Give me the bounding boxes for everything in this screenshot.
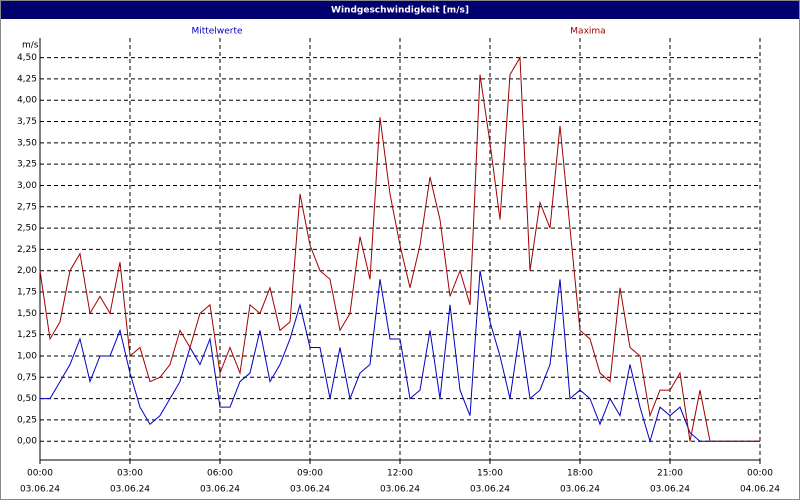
x-tick-label: 00:00	[747, 469, 773, 479]
y-tick-label: 4,50	[17, 53, 37, 63]
x-tick-label: 15:00	[477, 469, 503, 479]
x-tick-label: 12:00	[387, 469, 413, 479]
y-tick-label: 0,75	[17, 373, 37, 383]
x-tick-label: 09:00	[297, 469, 323, 479]
legend-entry: Mittelwerte	[191, 27, 242, 37]
x-tick-label: 03.06.24	[20, 485, 60, 495]
y-tick-label: 1,00	[17, 351, 37, 361]
y-tick-label: 4,00	[17, 96, 37, 106]
x-tick-label: 03.06.24	[380, 485, 420, 495]
x-tick-label: 00:00	[27, 469, 53, 479]
x-tick-label: 03.06.24	[200, 485, 240, 495]
y-tick-label: 1,25	[17, 330, 37, 340]
series-line	[40, 270, 760, 444]
y-tick-label: 2,50	[17, 224, 37, 234]
x-tick-label: 03.06.24	[110, 485, 150, 495]
series-line	[39, 55, 760, 442]
x-tick-label: 04.06.24	[740, 485, 780, 495]
y-tick-label: 3,50	[17, 138, 37, 148]
x-tick-label: 06:00	[207, 469, 233, 479]
y-unit: m/s	[22, 41, 39, 51]
y-tick-label: 2,25	[17, 245, 37, 255]
chart-title: Windgeschwindigkeit [m/s]	[331, 6, 469, 16]
x-tick-label: 03:00	[117, 469, 143, 479]
y-tick-label: 4,25	[17, 74, 37, 84]
y-tick-label: 1,50	[17, 309, 37, 319]
y-tick-label: 2,00	[17, 266, 37, 276]
title-bar	[1, 1, 799, 19]
x-tick-label: 03.06.24	[290, 485, 330, 495]
legend-entry: Maxima	[570, 27, 605, 37]
y-tick-label: 3,25	[17, 160, 37, 170]
x-tick-label: 03.06.24	[470, 485, 510, 495]
y-tick-label: 0,50	[17, 394, 37, 404]
y-tick-label: 0,25	[17, 415, 37, 425]
y-tick-label: 3,75	[17, 117, 37, 127]
y-tick-label: 0,00	[17, 437, 37, 447]
x-tick-label: 21:00	[657, 469, 683, 479]
y-tick-label: 1,75	[17, 288, 37, 298]
x-tick-label: 03.06.24	[560, 485, 600, 495]
y-tick-label: 2,75	[17, 202, 37, 212]
y-tick-label: 3,00	[17, 181, 37, 191]
x-tick-label: 03.06.24	[650, 485, 690, 495]
x-tick-label: 18:00	[567, 469, 593, 479]
